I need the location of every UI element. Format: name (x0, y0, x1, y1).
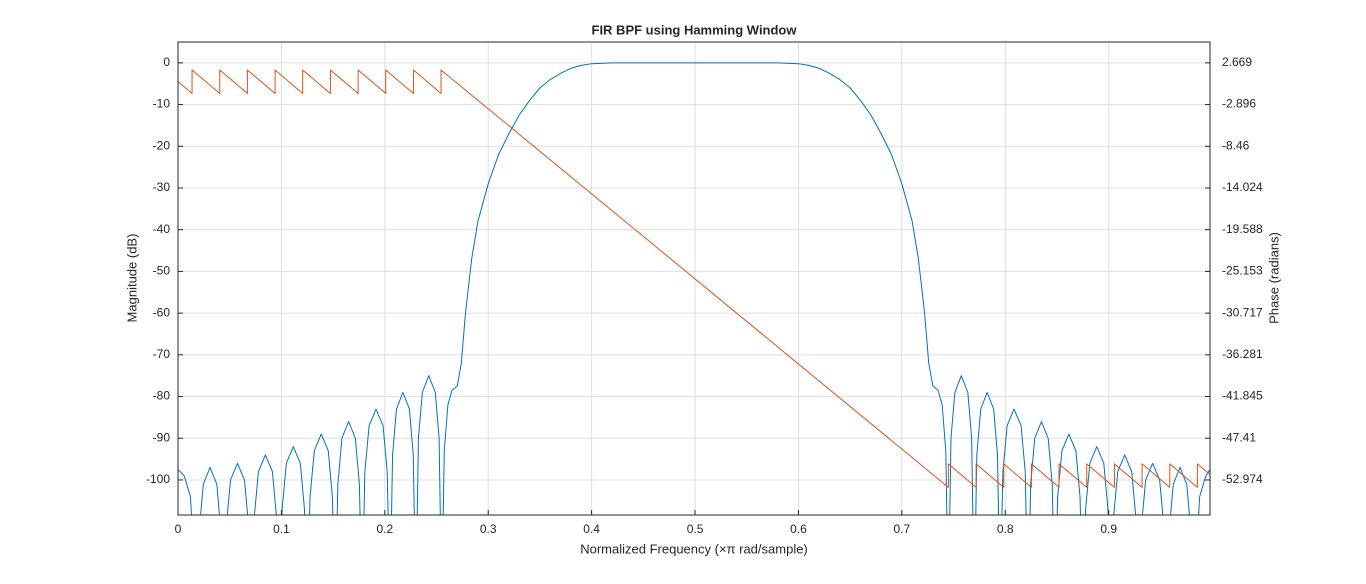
x-axis-label: Normalized Frequency (×π rad/sample) (580, 541, 808, 556)
x-tick-label: 0.1 (273, 522, 290, 536)
y-tick-label: -10 (153, 97, 171, 111)
y2-tick-label: 2.669 (1222, 55, 1252, 69)
y2-tick-label: -8.46 (1222, 138, 1250, 152)
y2-tick-label: -2.896 (1222, 97, 1256, 111)
y-tick-label: -70 (153, 347, 171, 361)
ticks: 0 0.1 0.2 0.3 0.4 0.5 0.6 0.7 0.8 0.9 0 -10 -20 -30 -4… (146, 55, 1263, 536)
x-tick-label: 0.4 (583, 522, 600, 536)
x-tick-label: 0.8 (997, 522, 1014, 536)
x-tick-label: 0.7 (894, 522, 911, 536)
y-tick-label: -50 (153, 264, 171, 278)
x-tick-label: 0.6 (790, 522, 807, 536)
magnitude-line (178, 62, 1210, 515)
y-tick-label: -90 (153, 430, 171, 444)
y2-axis-label: Phase (radians) (1266, 232, 1281, 324)
y-tick-label: 0 (163, 55, 170, 69)
y-tick-label: -100 (146, 472, 170, 486)
y2-tick-label: -52.974 (1222, 472, 1263, 486)
x-tick-label: 0.5 (687, 522, 704, 536)
y2-tick-label: -36.281 (1222, 347, 1263, 361)
x-tick-label: 0.9 (1100, 522, 1117, 536)
y2-tick-label: -25.153 (1222, 264, 1263, 278)
y-tick-label: -60 (153, 305, 171, 319)
y-tick-label: -80 (153, 389, 171, 403)
x-tick-label: 0.2 (376, 522, 393, 536)
y2-tick-label: -30.717 (1222, 305, 1263, 319)
y-tick-label: -40 (153, 222, 171, 236)
y2-tick-label: -41.845 (1222, 389, 1263, 403)
x-tick-label: 0.3 (480, 522, 497, 536)
y2-tick-label: -14.024 (1222, 180, 1263, 194)
plot-frame (177, 41, 1211, 516)
y-axis-label: Magnitude (dB) (124, 234, 139, 323)
y-tick-label: -20 (153, 138, 171, 152)
chart-title: FIR BPF using Hamming Window (592, 22, 798, 37)
x-tick-label: 0 (175, 522, 182, 536)
lines (178, 62, 1210, 515)
phase-line (178, 69, 1210, 488)
y2-tick-label: -47.41 (1222, 430, 1256, 444)
y2-tick-label: -19.588 (1222, 222, 1263, 236)
y-tick-label: -30 (153, 180, 171, 194)
